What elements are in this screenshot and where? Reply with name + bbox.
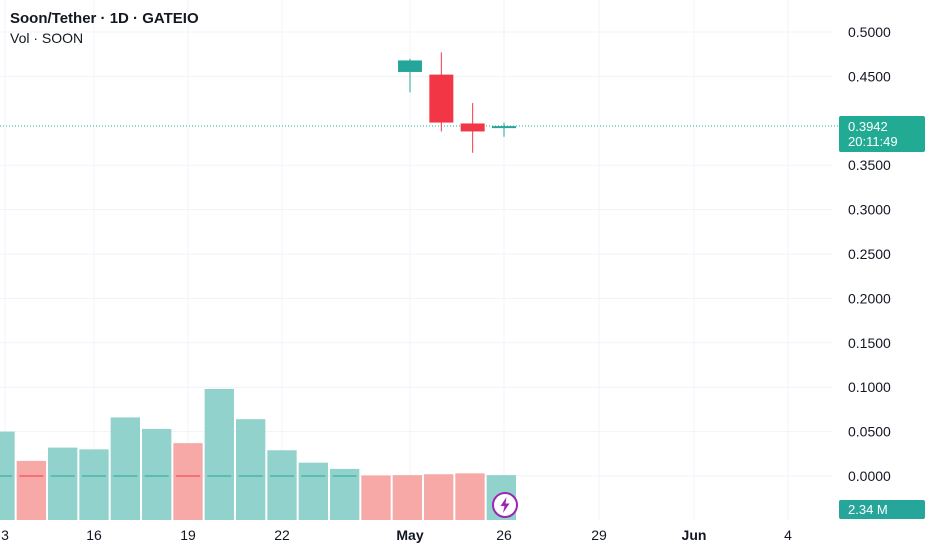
y-tick-label: 0.4500 bbox=[848, 68, 891, 84]
x-tick-label: May bbox=[396, 527, 423, 543]
volume-bar bbox=[48, 447, 78, 520]
volume-indicator-label: Vol · SOON bbox=[10, 30, 84, 46]
y-tick-label: 0.2500 bbox=[848, 246, 891, 262]
chart-header: Soon/Tether · 1D · GATEIO Vol · SOON bbox=[10, 9, 199, 47]
y-tick-label: 0.3000 bbox=[848, 202, 891, 218]
y-tick-label: 0.1000 bbox=[848, 379, 891, 395]
volume-bar bbox=[173, 443, 203, 520]
volume-bar bbox=[16, 460, 46, 520]
x-tick-label: 4 bbox=[784, 527, 792, 543]
volume-bar bbox=[392, 475, 422, 520]
volume-bar bbox=[204, 388, 234, 520]
volume-badge: 2.34 M bbox=[839, 500, 925, 519]
candle-body bbox=[492, 126, 516, 129]
volume-bar bbox=[298, 462, 328, 520]
last-price-badge: 0.3942 20:11:49 bbox=[839, 116, 925, 152]
y-tick-label: 0.3500 bbox=[848, 157, 891, 173]
candle-body bbox=[398, 60, 422, 72]
y-tick-label: 0.5000 bbox=[848, 24, 891, 40]
last-price-value: 0.3942 bbox=[848, 119, 888, 134]
x-tick-label: 22 bbox=[274, 527, 290, 543]
volume-bar bbox=[424, 474, 454, 520]
x-tick-label: 3 bbox=[1, 527, 9, 543]
volume-bar bbox=[236, 419, 266, 520]
y-tick-label: 0.1500 bbox=[848, 335, 891, 351]
y-tick-label: 0.0000 bbox=[848, 468, 891, 484]
volume-value: 2.34 M bbox=[848, 502, 888, 517]
x-tick-label: 16 bbox=[86, 527, 102, 543]
volume-bar bbox=[110, 417, 140, 520]
volume-bar bbox=[267, 450, 297, 520]
countdown-value: 20:11:49 bbox=[848, 134, 898, 149]
x-tick-label: 19 bbox=[180, 527, 196, 543]
lightning-glyph bbox=[500, 497, 510, 513]
x-tick-label: 26 bbox=[496, 527, 512, 543]
y-tick-label: 0.0500 bbox=[848, 424, 891, 440]
y-tick-label: 0.2000 bbox=[848, 290, 891, 306]
candle-body bbox=[460, 123, 485, 132]
volume-bar bbox=[142, 428, 172, 520]
volume-bar bbox=[455, 473, 485, 520]
x-tick-label: Jun bbox=[682, 527, 707, 543]
volume-bar bbox=[361, 475, 391, 520]
chart-title: Soon/Tether · 1D · GATEIO bbox=[10, 10, 199, 27]
candle-body bbox=[429, 74, 454, 123]
x-tick-label: 29 bbox=[591, 527, 607, 543]
volume-bar bbox=[79, 449, 109, 520]
lightning-icon[interactable] bbox=[492, 492, 518, 518]
volume-bar bbox=[330, 468, 360, 520]
